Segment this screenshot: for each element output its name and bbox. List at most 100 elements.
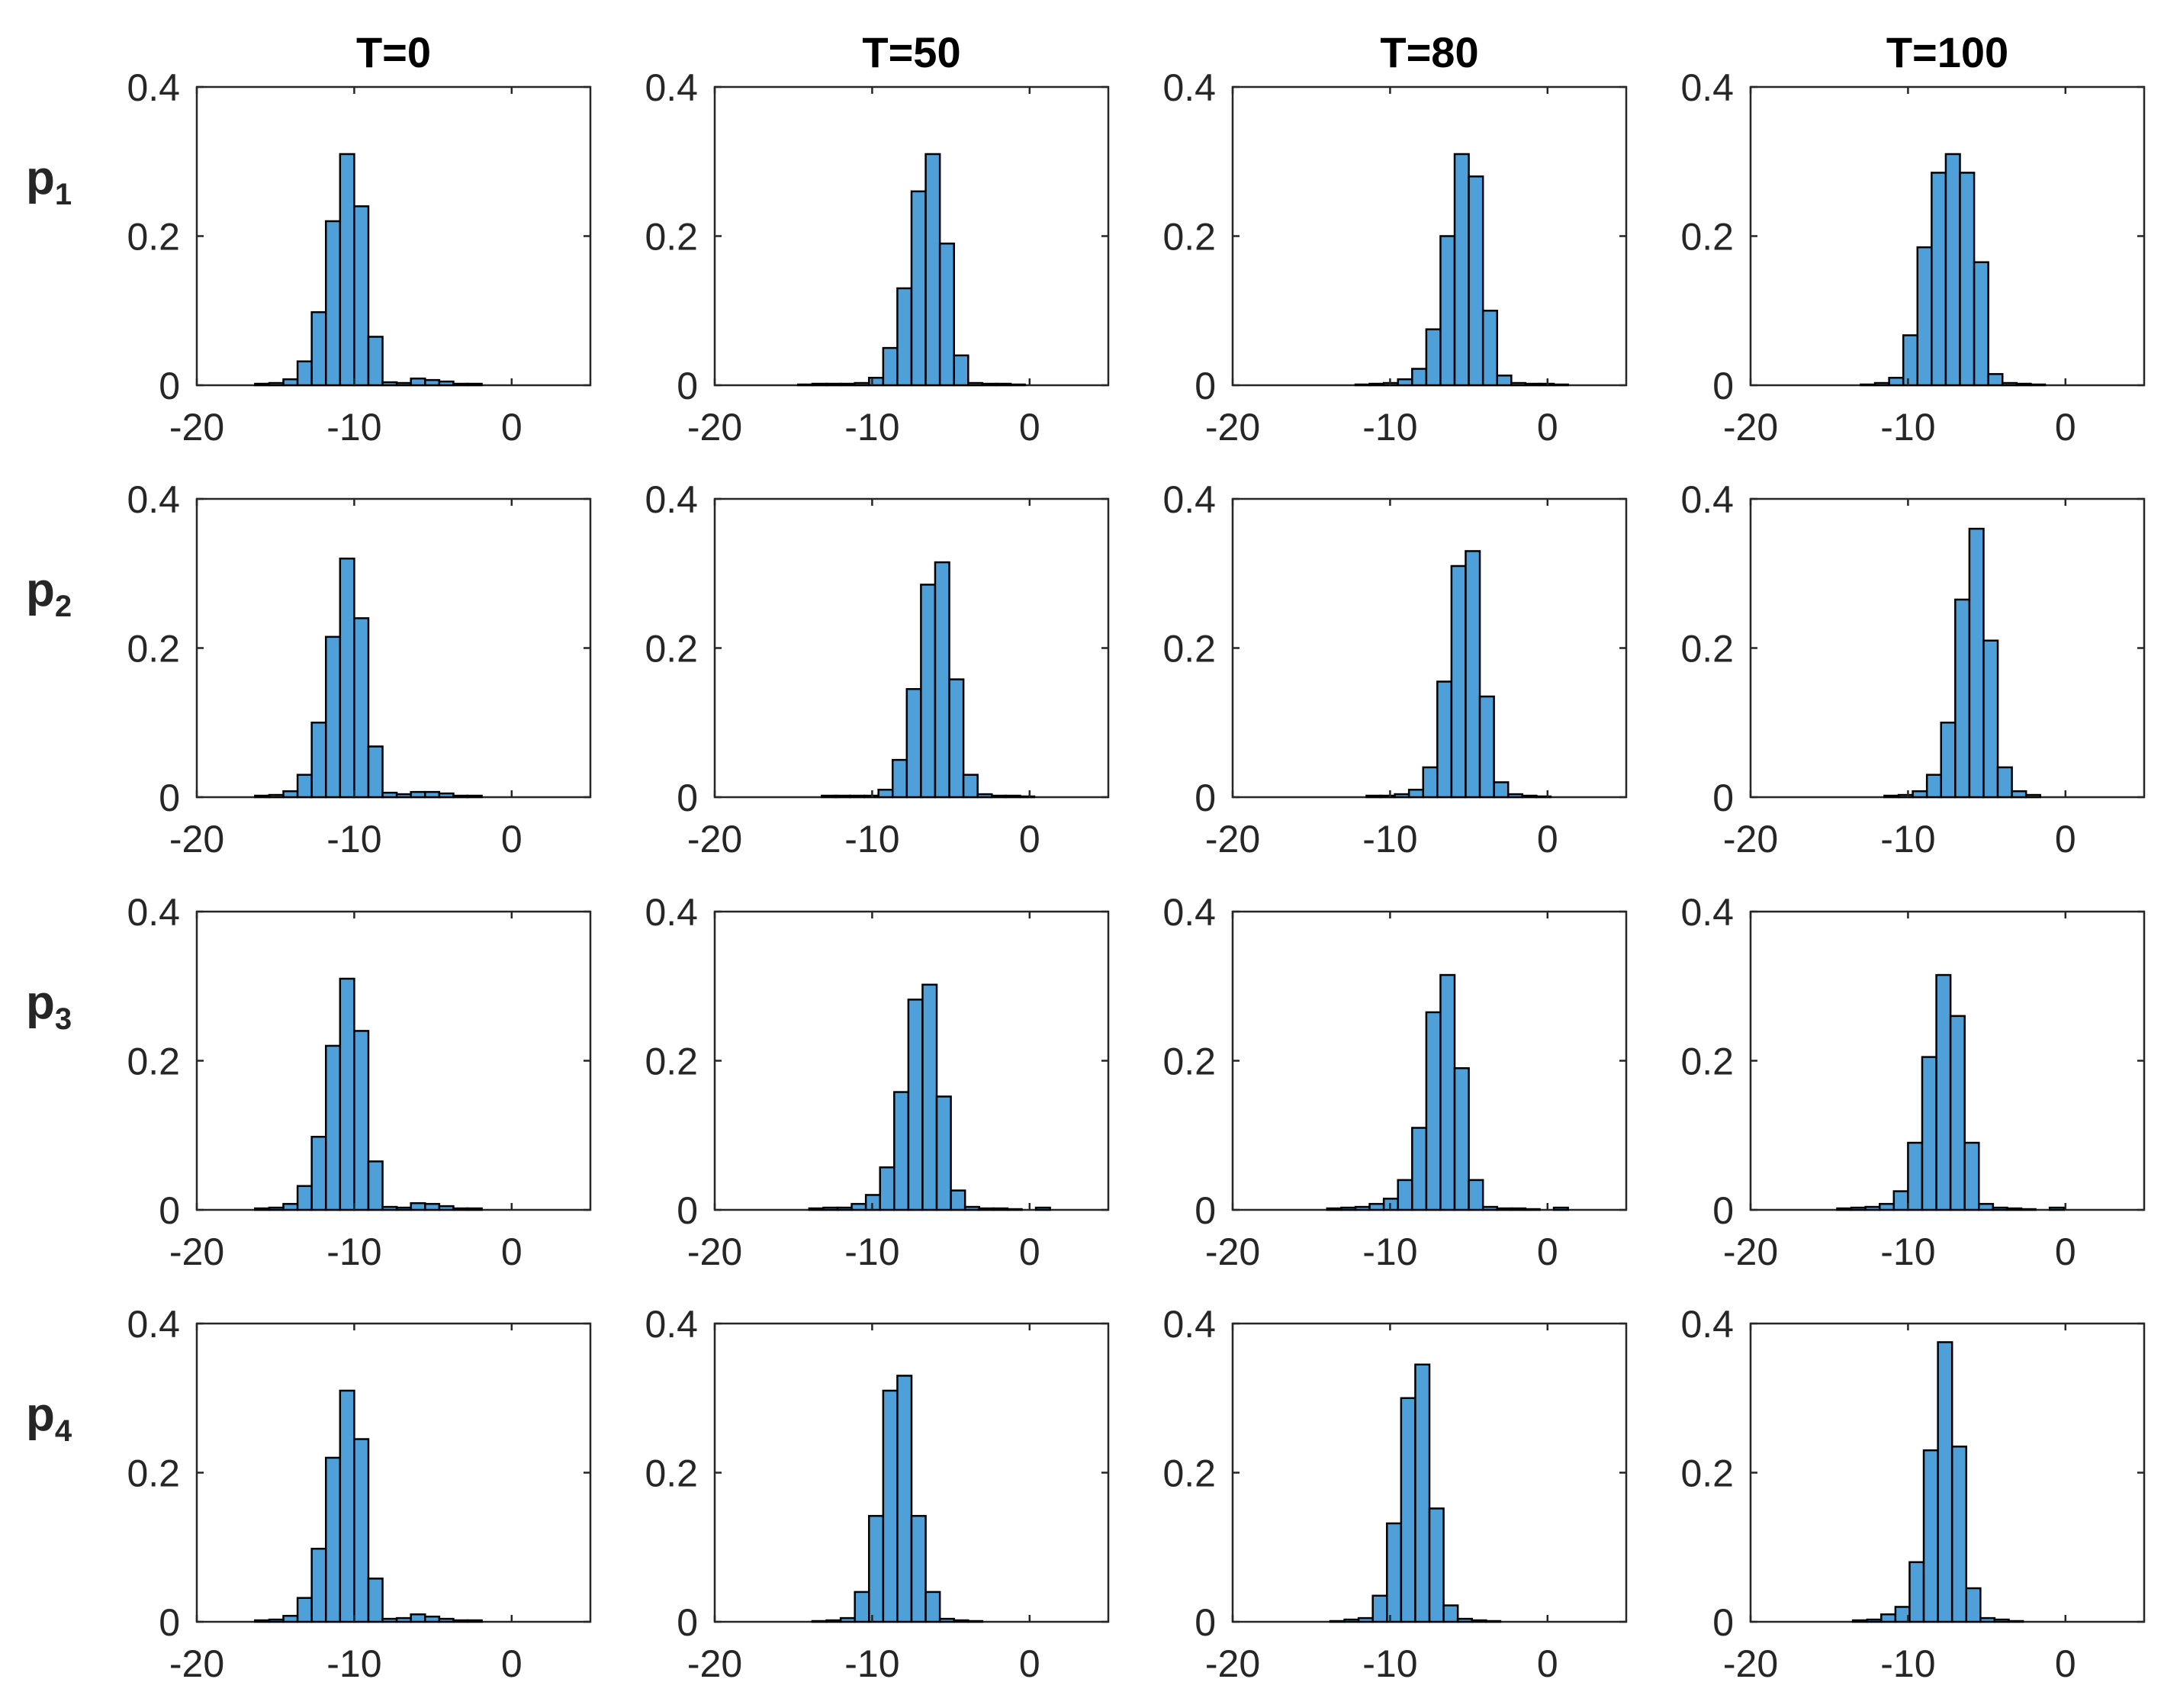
x-tick-label: -20 <box>1723 1642 1778 1685</box>
x-tick-label: 0 <box>501 1230 523 1273</box>
histogram-bar <box>310 310 327 387</box>
histogram-bar <box>254 794 271 799</box>
histogram-bar <box>1326 1207 1342 1211</box>
histogram-bar <box>1864 1205 1881 1211</box>
x-tick-label: -20 <box>1205 818 1260 860</box>
histogram-bar <box>963 1205 981 1211</box>
histogram-bar <box>948 678 965 799</box>
histogram-bar <box>1019 795 1036 799</box>
histogram-bar <box>991 794 1008 799</box>
histogram-bar <box>424 790 441 799</box>
y-tick-label: 0 <box>677 1601 698 1644</box>
histogram-bar <box>834 794 851 799</box>
histogram-bar <box>995 382 1012 387</box>
axes-frame <box>195 1322 592 1623</box>
x-tick-label: 0 <box>501 406 523 449</box>
histogram-bar <box>1925 774 1942 799</box>
y-tick-label: 0 <box>1195 777 1216 819</box>
x-tick-label: -10 <box>1362 1642 1417 1685</box>
histogram-bar <box>1400 1397 1416 1623</box>
y-tick-label: 0 <box>677 365 698 407</box>
histogram-bar <box>1954 598 1971 799</box>
histogram-bar <box>1982 639 1999 799</box>
axes-frame <box>195 910 592 1211</box>
histogram-bar <box>324 635 342 799</box>
x-tick-label: -20 <box>1723 1230 1778 1273</box>
histogram-bar <box>296 1185 313 1211</box>
histogram-bar <box>1468 1179 1484 1211</box>
histogram-bar <box>367 745 384 799</box>
histogram-bar <box>1921 1056 1937 1211</box>
histogram-bar <box>1343 1618 1360 1623</box>
histogram-bar <box>1521 794 1538 799</box>
y-tick-label: 0.2 <box>645 628 698 671</box>
histogram-bar <box>438 380 455 387</box>
histogram-bar <box>967 1620 984 1623</box>
histogram-bar <box>836 1206 853 1211</box>
column-title-t50: T=50 <box>862 28 960 76</box>
histogram-bar <box>2020 1208 2037 1211</box>
x-tick-label: -10 <box>326 406 381 449</box>
histogram-bar <box>1428 1507 1445 1623</box>
y-tick-label: 0.2 <box>645 216 698 259</box>
histogram-bar <box>466 794 483 799</box>
histogram-bar <box>1963 1141 1980 1211</box>
histogram-bar <box>1465 550 1481 799</box>
histogram-bar <box>2011 790 2027 799</box>
histogram-bar <box>811 382 828 387</box>
histogram-bar <box>953 354 969 387</box>
histogram-bar <box>1949 1015 1966 1211</box>
x-tick-label: -10 <box>1880 1642 1935 1685</box>
histogram-bar <box>1439 235 1456 387</box>
histogram-bar <box>1414 1363 1431 1623</box>
histogram-bar <box>1453 1067 1470 1211</box>
histogram-bar <box>1005 794 1021 799</box>
y-tick-label: 0.2 <box>127 216 180 259</box>
x-tick-label: -20 <box>169 1642 224 1685</box>
histogram-bar <box>1937 1341 1953 1623</box>
histogram-bar <box>1912 790 1928 799</box>
histogram-bar <box>296 774 313 799</box>
histogram-bar <box>410 1201 426 1211</box>
axes-frame <box>195 497 592 799</box>
x-tick-label: 0 <box>2055 406 2076 449</box>
histogram-bar <box>1496 1207 1513 1211</box>
histogram-bar <box>1425 328 1442 387</box>
y-tick-label: 0.2 <box>1680 1452 1734 1495</box>
histogram-bar <box>1940 722 1957 799</box>
y-tick-label: 0.4 <box>645 891 698 934</box>
y-tick-label: 0.4 <box>645 1303 698 1346</box>
histogram-bar <box>395 793 412 799</box>
y-tick-label: 0.2 <box>645 1041 698 1083</box>
y-tick-label: 0.2 <box>1162 628 1216 671</box>
histogram-bar <box>282 378 299 387</box>
histogram-bar <box>424 1202 441 1211</box>
histogram-bar <box>1950 1446 1968 1623</box>
row-label-p2: p2 <box>26 564 72 623</box>
histogram-bar <box>310 1547 327 1623</box>
x-tick-label: -10 <box>326 818 381 860</box>
histogram-bar <box>1878 1202 1896 1211</box>
histogram-bar <box>452 382 469 387</box>
histogram-bar <box>1453 153 1470 387</box>
column-title-t0: T=0 <box>356 28 431 76</box>
histogram-bar <box>1442 1604 1459 1623</box>
x-tick-label: -20 <box>687 1230 742 1273</box>
histogram-bar <box>1009 383 1026 387</box>
x-tick-label: -10 <box>1880 406 1935 449</box>
histogram-bar <box>1944 153 1961 387</box>
histogram-bar <box>924 1591 941 1623</box>
x-tick-label: 0 <box>2055 1230 2076 1273</box>
histogram-bar <box>1496 375 1513 387</box>
histogram-bar <box>339 153 355 387</box>
y-tick-label: 0.4 <box>1680 1303 1734 1346</box>
histogram-bar <box>877 788 894 799</box>
histogram-bar <box>438 792 455 799</box>
histogram-bar <box>1485 1620 1502 1623</box>
y-tick-label: 0 <box>1712 777 1734 819</box>
histogram-bar <box>1902 334 1919 387</box>
histogram-bar <box>882 346 899 387</box>
histogram-bar <box>268 1206 285 1211</box>
histogram-bar <box>1836 1207 1853 1211</box>
